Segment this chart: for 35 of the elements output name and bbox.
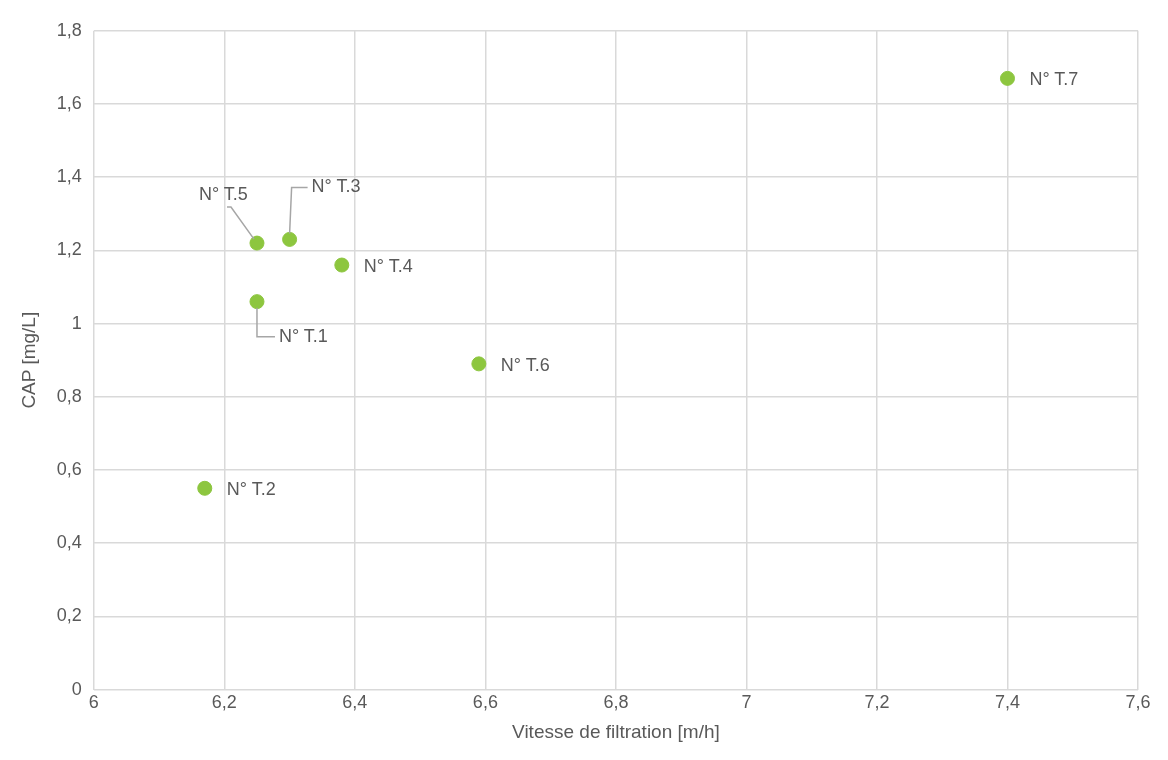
point [282, 231, 298, 247]
y-tick-label: 1,4 [56, 166, 82, 187]
annotation: N° T.1 [278, 325, 328, 346]
x-axis-title: Vitesse de filtration [m/h] [512, 720, 720, 742]
y-tick-label: 1 [71, 312, 82, 333]
y-tick-label: 0,8 [56, 385, 82, 406]
point [999, 70, 1015, 86]
x-tick-label: 6,4 [342, 692, 368, 713]
x-tick-label: 7 [741, 692, 752, 713]
y-tick-label: 1,8 [56, 19, 82, 40]
x-tick-label: 7,2 [864, 692, 890, 713]
x-tick-label: 6,8 [603, 692, 629, 713]
y-tick-label: 0,6 [56, 458, 82, 479]
point [334, 257, 350, 273]
annotation: N° T.2 [226, 479, 276, 500]
point [197, 480, 213, 496]
point [249, 235, 265, 251]
y-axis-title: CAP [mg/L] [17, 311, 39, 409]
point [249, 294, 265, 310]
y-tick-label: 0 [71, 678, 82, 699]
annotation: N° T.4 [363, 256, 413, 277]
y-tick-label: 0,4 [56, 532, 82, 553]
y-tick-label: 0,2 [56, 605, 82, 626]
x-tick-label: 7,4 [994, 692, 1020, 713]
x-tick-label: 6 [88, 692, 99, 713]
annotation: N° T.7 [1029, 69, 1079, 90]
x-tick-label: 6,6 [472, 692, 498, 713]
annotation: N° T.5 [198, 184, 248, 205]
y-tick-label: 1,6 [56, 92, 82, 113]
point [471, 356, 487, 372]
y-tick-label: 1,2 [56, 239, 82, 260]
x-tick-label: 7,6 [1125, 692, 1151, 713]
annotation: N° T.3 [311, 176, 361, 197]
x-tick-label: 6,2 [211, 692, 237, 713]
annotation: N° T.6 [500, 354, 550, 375]
